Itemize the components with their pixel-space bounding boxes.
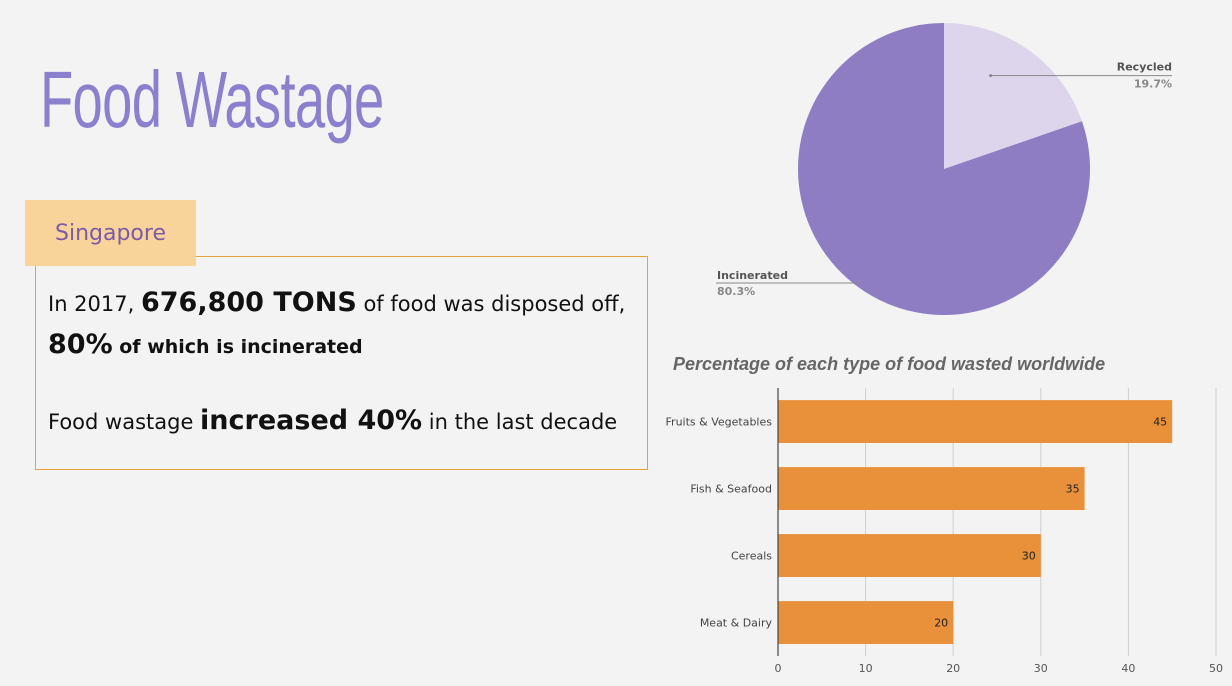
fact-text: of food was disposed off, <box>356 292 626 316</box>
pie-slice-recycled <box>944 23 1082 169</box>
bar <box>778 467 1085 510</box>
pie-label-recycled: Recycled <box>1117 61 1172 74</box>
x-tick-label: 40 <box>1121 662 1135 675</box>
fact-line-disposed: In 2017, 676,800 TONS of food was dispos… <box>48 287 625 318</box>
slide-title: Food Wastage <box>40 55 384 144</box>
category-label: Fruits & Vegetables <box>666 416 773 429</box>
x-tick-label: 10 <box>859 662 873 675</box>
pie-leader-dot <box>989 74 993 78</box>
x-tick-label: 30 <box>1034 662 1048 675</box>
fact-text-bold: of which is incinerated <box>112 336 363 358</box>
category-label: Cereals <box>731 550 772 563</box>
region-tag: Singapore <box>25 200 196 266</box>
bar-value-label: 30 <box>1022 550 1036 563</box>
bar <box>778 601 954 644</box>
fact-text: in the last decade <box>422 410 618 434</box>
fact-line-increase: Food wastage increased 40% in the last d… <box>48 405 617 436</box>
pie-slice-incinerated <box>798 23 1091 315</box>
bar-chart-title: Percentage of each type of food wasted w… <box>673 354 1106 374</box>
x-tick-label: 50 <box>1209 662 1223 675</box>
x-tick-label: 0 <box>775 662 782 675</box>
fact-text: In 2017, <box>48 292 141 316</box>
category-label: Meat & Dairy <box>700 617 773 630</box>
bar-value-label: 20 <box>934 617 948 630</box>
fact-text: Food wastage <box>48 410 201 434</box>
pie-label-incinerated: Incinerated <box>717 269 788 282</box>
pie-value-incinerated: 80.3% <box>717 285 755 298</box>
category-label: Fish & Seafood <box>690 483 772 496</box>
x-tick-label: 20 <box>946 662 960 675</box>
pie-value-recycled: 19.7% <box>1134 78 1172 91</box>
bar-value-label: 45 <box>1153 416 1167 429</box>
facts-box: In 2017, 676,800 TONS of food was dispos… <box>35 256 648 470</box>
bar-chart: Fruits & Vegetables 45 Fish & Seafood 35 Cer… <box>666 388 1223 675</box>
pie-chart: Recycled 19.7% Incinerated 80.3% <box>716 23 1172 315</box>
fact-line-incinerated: 80% of which is incinerated <box>48 329 363 360</box>
fact-highlight-increase: increased 40% <box>200 405 423 436</box>
fact-highlight-tons: 676,800 TONS <box>140 287 357 318</box>
bar <box>778 534 1041 577</box>
bar <box>778 400 1173 443</box>
fact-highlight-percent: 80% <box>48 329 113 360</box>
bar-value-label: 35 <box>1066 483 1080 496</box>
